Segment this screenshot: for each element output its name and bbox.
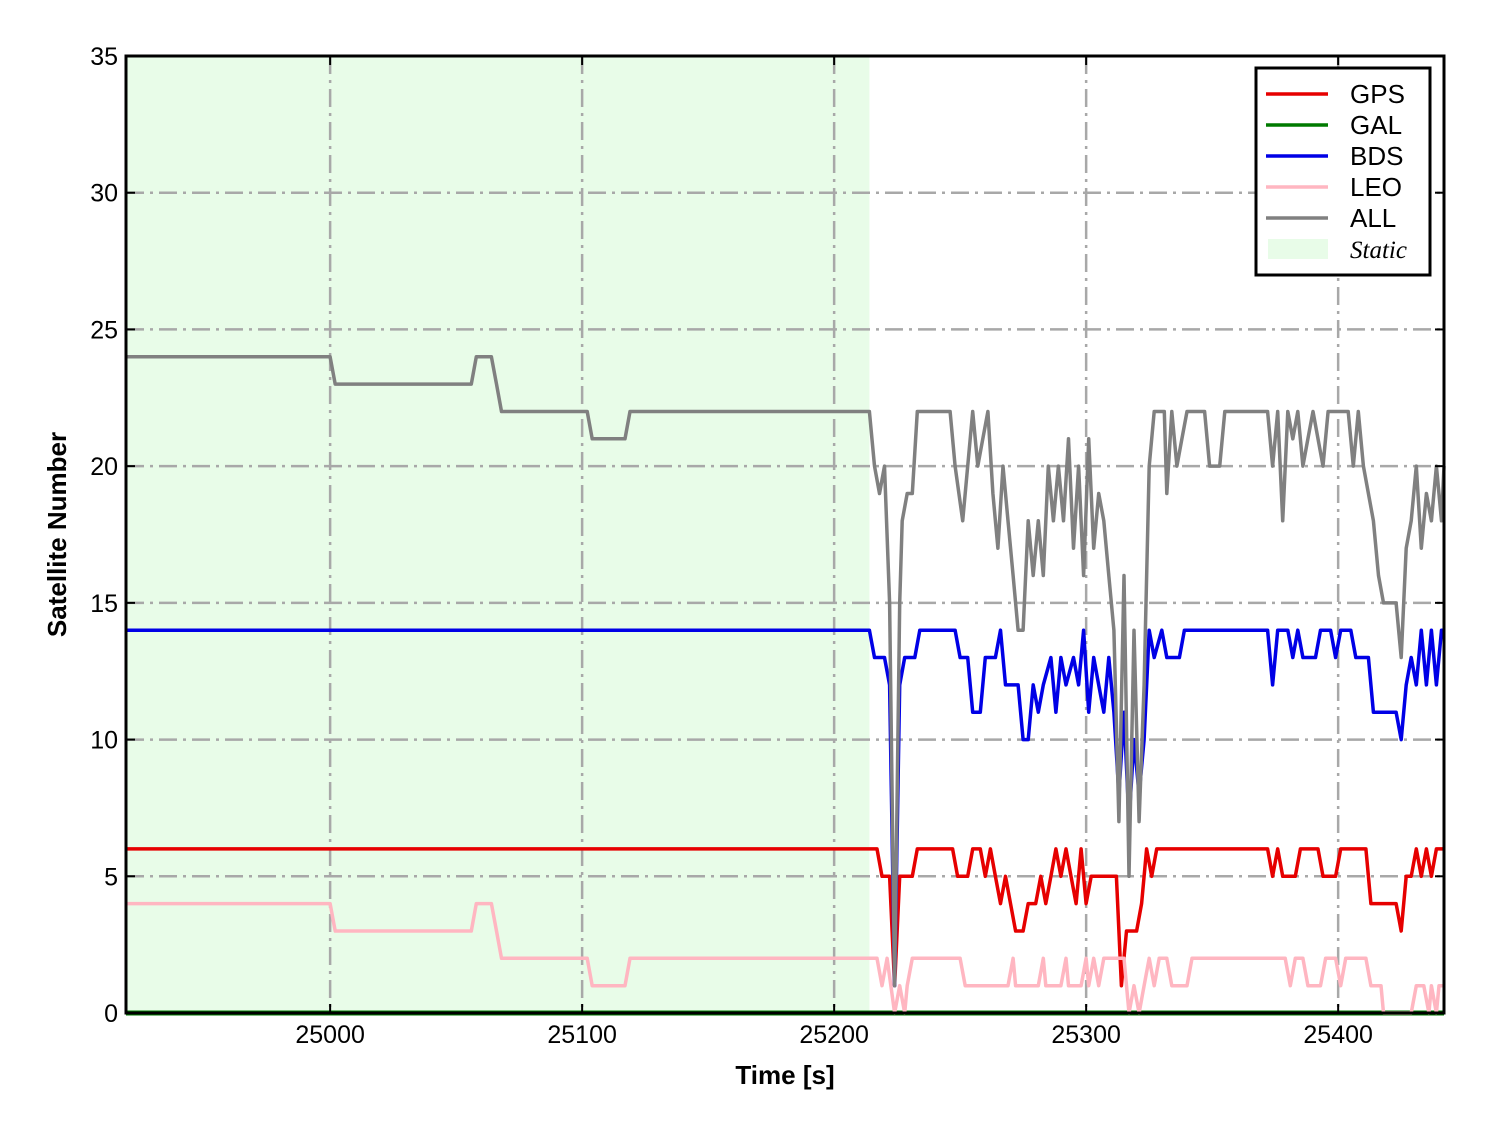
static-region-layer: [126, 56, 870, 1013]
y-tick-label: 5: [104, 863, 118, 891]
x-tick-label: 25300: [1051, 1021, 1121, 1049]
y-tick-label: 30: [90, 180, 118, 208]
series-line-gps: [126, 847, 1444, 988]
legend-swatch-static: [1268, 239, 1328, 259]
series-line-leo: [126, 901, 1444, 1015]
y-tick-label: 10: [90, 727, 118, 755]
legend-label-gps: GPS: [1350, 79, 1405, 109]
legend-label-static: Static: [1350, 237, 1407, 264]
y-tick-label: 35: [90, 43, 118, 71]
tick-layer: 25000 25100 25200 25300 25400 0 5 10 15 20 25 30 35: [90, 43, 1444, 1049]
y-tick-label: 0: [104, 1000, 118, 1028]
y-axis-title: Satellite Number: [42, 432, 72, 637]
plot-frame: [124, 54, 1446, 1015]
x-tick-label: 25100: [547, 1021, 617, 1049]
legend-label-gal: GAL: [1350, 110, 1402, 140]
static-region: [126, 56, 870, 1013]
legend-label-bds: BDS: [1350, 141, 1403, 171]
series-line-all: [126, 355, 1446, 988]
x-axis-title: Time [s]: [735, 1060, 834, 1090]
x-tick-label: 25400: [1303, 1021, 1373, 1049]
x-tick-label: 25000: [295, 1021, 365, 1049]
y-tick-label: 20: [90, 453, 118, 481]
legend-label-leo: LEO: [1350, 172, 1402, 202]
y-tick-label: 25: [90, 316, 118, 344]
legend-label-all: ALL: [1350, 203, 1396, 233]
x-tick-label: 25200: [799, 1021, 869, 1049]
y-tick-label: 15: [90, 590, 118, 618]
